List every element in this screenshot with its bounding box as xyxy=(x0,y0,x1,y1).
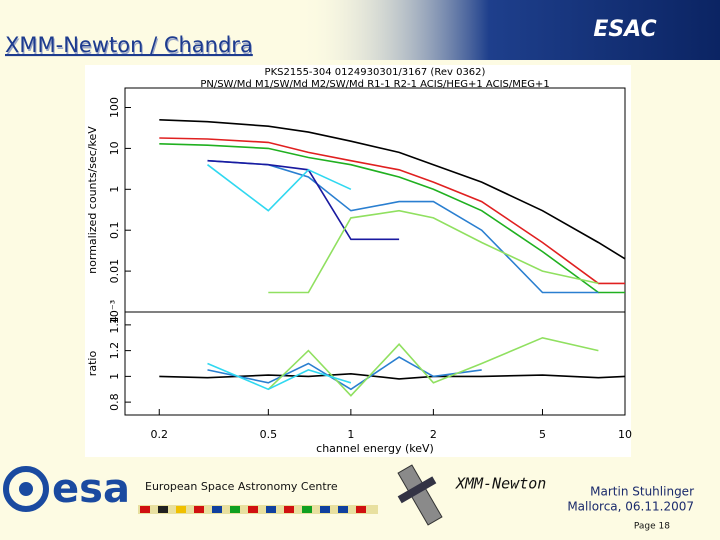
chart-subtitle: PN/SW/Md M1/SW/Md M2/SW/Md R1-1 R2-1 ACI… xyxy=(200,79,549,90)
series-line xyxy=(159,372,626,380)
y-tick-label: 10 xyxy=(108,141,121,155)
x-tick-label: 0.2 xyxy=(151,428,169,441)
series-line xyxy=(207,356,482,391)
author: Martin Stuhlinger xyxy=(590,485,694,499)
page-number: Page 18 xyxy=(634,522,670,532)
y-tick-label: 100 xyxy=(108,97,121,118)
axes-frame xyxy=(124,311,626,416)
series-line xyxy=(207,362,352,391)
title-shadow: XMM-Newton / Chandra xyxy=(6,35,254,59)
y-tick-label: 0.8 xyxy=(108,393,121,411)
slide-title: XMM-Newton / Chandra xyxy=(5,33,253,57)
x-tick-label: 0.5 xyxy=(260,428,278,441)
y-tick-label: 10⁻³ xyxy=(108,300,121,324)
x-tick-label: 5 xyxy=(539,428,546,441)
y-tick-label: 1 xyxy=(108,373,121,380)
series-line xyxy=(159,137,625,285)
series-line xyxy=(268,209,599,294)
esa-logo: esa xyxy=(3,466,130,512)
corner-label: ESAC xyxy=(593,17,656,42)
place-date: Mallorca, 06.11.2007 xyxy=(567,500,694,514)
mission-label: XMM-Newton xyxy=(455,475,546,493)
y-tick-label: 0.01 xyxy=(108,259,121,284)
y-axis-label: normalized counts/sec/keV xyxy=(86,126,99,274)
y-tick-label: 1.4 xyxy=(108,316,121,334)
series-line xyxy=(207,159,599,294)
series-line xyxy=(207,164,352,212)
esa-name: European Space Astronomy Centre xyxy=(145,480,338,493)
x-tick-label: 2 xyxy=(430,428,437,441)
series-line xyxy=(159,143,625,294)
y-tick-label: 1 xyxy=(108,186,121,193)
series-line xyxy=(159,119,626,260)
flags xyxy=(138,505,378,514)
y-axis-label: ratio xyxy=(86,351,99,377)
x-axis-label: channel energy (keV) xyxy=(316,442,434,455)
series-line xyxy=(267,336,599,397)
chart-title: PKS2155-304 0124930301/3167 (Rev 0362) xyxy=(265,67,486,78)
x-tick-label: 10 xyxy=(618,428,632,441)
satellite-icon xyxy=(397,464,443,526)
y-tick-label: 0.1 xyxy=(108,221,121,239)
y-tick-label: 1.2 xyxy=(108,342,121,360)
header-band xyxy=(300,0,720,60)
x-tick-label: 1 xyxy=(347,428,354,441)
plot-background xyxy=(85,65,631,457)
esa-wordmark: esa xyxy=(52,466,130,512)
